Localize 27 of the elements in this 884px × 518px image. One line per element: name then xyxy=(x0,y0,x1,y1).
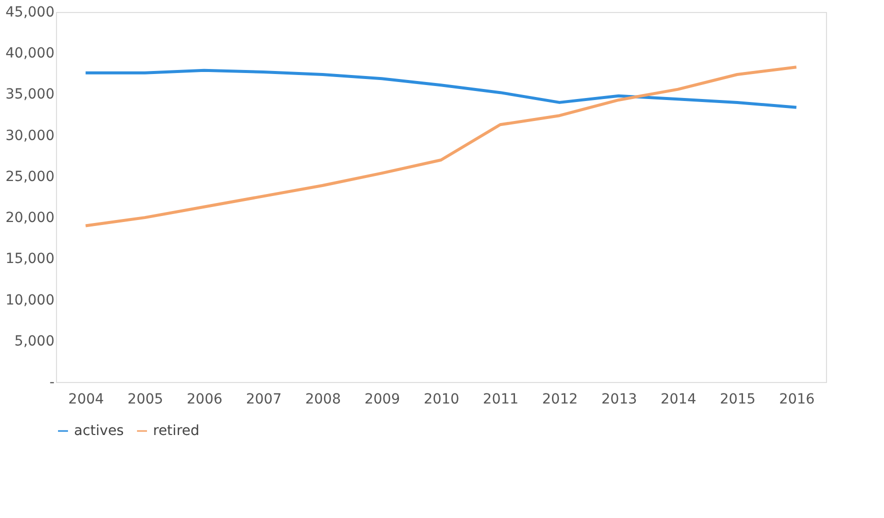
y-tick-label: 25,000 xyxy=(6,168,54,185)
y-tick-label: 35,000 xyxy=(6,86,54,103)
x-tick-label: 2004 xyxy=(68,392,104,408)
y-tick-label: 20,000 xyxy=(6,210,54,226)
x-tick-label: 2015 xyxy=(720,392,756,408)
x-tick-label: 2012 xyxy=(542,392,578,408)
legend-label: retired xyxy=(153,423,200,439)
x-tick-label: 2005 xyxy=(128,392,164,408)
x-tick-label: 2008 xyxy=(305,392,341,408)
x-tick-label: 2011 xyxy=(482,392,519,408)
x-tick-label: 2007 xyxy=(246,392,282,408)
line-series xyxy=(84,68,798,109)
y-tick-label: 45,000 xyxy=(6,4,54,20)
x-tick-label: 2013 xyxy=(601,392,638,408)
y-tick-label: 15,000 xyxy=(6,251,54,268)
y-tick-label: - xyxy=(49,374,54,390)
x-tick-label: 2009 xyxy=(364,392,400,408)
legend-label: actives xyxy=(74,423,124,439)
y-tick-label: 5,000 xyxy=(14,333,54,350)
x-tick-label: 2016 xyxy=(779,392,815,408)
x-tick-label: 2006 xyxy=(186,392,222,408)
y-tick-label: 30,000 xyxy=(6,128,54,144)
x-tick-label: 2014 xyxy=(660,392,696,408)
line-series xyxy=(84,66,798,228)
y-tick-label: 10,000 xyxy=(6,292,54,308)
y-tick-label: 40,000 xyxy=(6,46,54,62)
x-tick-label: 2010 xyxy=(424,392,460,408)
